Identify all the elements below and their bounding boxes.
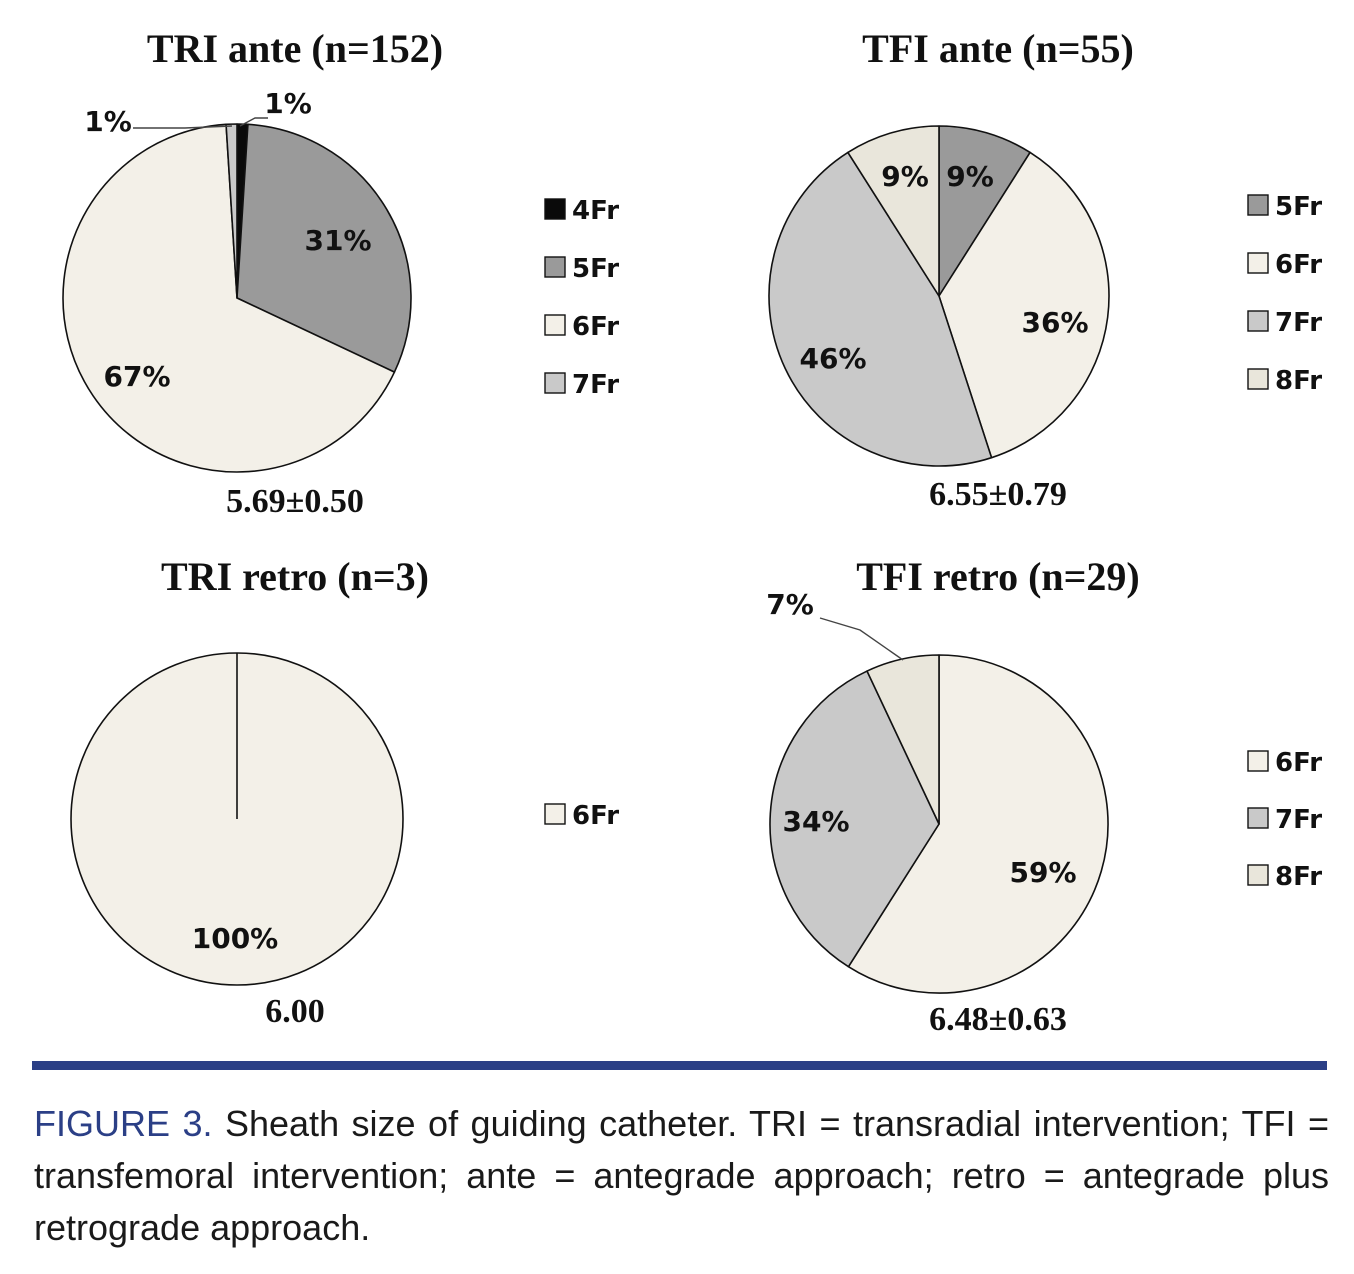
pie-chart-3: TRI retro (n=3) 100% 6.00 6Fr bbox=[70, 554, 619, 1030]
legend-label-7Fr: 7Fr bbox=[572, 370, 619, 400]
pie-slice-5Fr bbox=[938, 125, 1031, 297]
figure-charts: TRI ante (n=152) 1% 31% 67% 1% 5.69±0.50 4Fr 5F… bbox=[62, 26, 1322, 1038]
chart-stat-label: 5.69±0.50 bbox=[226, 483, 364, 520]
legend-label-7Fr: 7Fr bbox=[1275, 805, 1322, 835]
pie-slice-6Fr bbox=[938, 151, 1110, 459]
slice-value-label: 1% bbox=[264, 87, 312, 120]
legend-swatch-6Fr bbox=[544, 803, 566, 825]
pie-chart-1: TRI ante (n=152) 1% 31% 67% 1% 5.69±0.50 4Fr 5F… bbox=[62, 26, 619, 520]
legend-swatch-6Fr bbox=[1247, 252, 1269, 274]
chart-title: TRI retro (n=3) bbox=[161, 554, 429, 599]
legend-label-5Fr: 5Fr bbox=[572, 254, 619, 284]
chart-stat-label: 6.00 bbox=[265, 993, 325, 1030]
caption-text: Sheath size of guiding catheter. TRI = t… bbox=[34, 1103, 1329, 1248]
slice-value-label: 36% bbox=[1021, 306, 1088, 339]
label-leader-line bbox=[133, 125, 233, 129]
chart-title: TFI retro (n=29) bbox=[856, 554, 1140, 599]
pie-slice-5Fr bbox=[236, 123, 412, 373]
pie-slice-8Fr bbox=[847, 125, 940, 297]
legend-swatch-7Fr bbox=[1247, 807, 1269, 829]
chart-stat-label: 6.48±0.63 bbox=[929, 1001, 1067, 1038]
slice-value-label: 34% bbox=[782, 805, 849, 838]
slice-value-label: 7% bbox=[766, 588, 814, 621]
pie-slice-7Fr bbox=[768, 151, 993, 467]
pie-chart-2: TFI ante (n=55) 9% 36% 46% 9% 6.55±0.79 5Fr 6Fr… bbox=[768, 26, 1322, 513]
legend-label-8Fr: 8Fr bbox=[1275, 366, 1322, 396]
slice-value-label: 59% bbox=[1009, 856, 1076, 889]
legend-swatch-8Fr bbox=[1247, 368, 1269, 390]
pie-chart-4: TFI retro (n=29) 59% 34% 7% 6.48±0.63 6Fr 7Fr 8… bbox=[766, 554, 1322, 1038]
label-leader-line bbox=[239, 117, 268, 127]
slice-value-label: 100% bbox=[192, 922, 279, 955]
legend-swatch-5Fr bbox=[544, 256, 566, 278]
legend-swatch-4Fr bbox=[544, 198, 566, 220]
caption-divider bbox=[32, 1061, 1327, 1070]
legend-swatch-6Fr bbox=[544, 314, 566, 336]
legend-label-6Fr: 6Fr bbox=[572, 801, 619, 831]
chart-title: TFI ante (n=55) bbox=[862, 26, 1134, 71]
legend-label-8Fr: 8Fr bbox=[1275, 862, 1322, 892]
figure-caption: FIGURE 3. Sheath size of guiding cathete… bbox=[34, 1098, 1329, 1254]
slice-value-label: 46% bbox=[799, 342, 866, 375]
pie-slice-7Fr bbox=[225, 123, 238, 299]
legend-label-6Fr: 6Fr bbox=[1275, 748, 1322, 778]
legend-swatch-8Fr bbox=[1247, 864, 1269, 886]
legend-label-7Fr: 7Fr bbox=[1275, 308, 1322, 338]
pie-slice-6Fr bbox=[847, 654, 1109, 994]
chart-title: TRI ante (n=152) bbox=[147, 26, 443, 71]
legend-swatch-5Fr bbox=[1247, 194, 1269, 216]
slice-value-label: 9% bbox=[881, 160, 929, 193]
chart-stat-label: 6.55±0.79 bbox=[929, 476, 1067, 513]
legend-swatch-6Fr bbox=[1247, 750, 1269, 772]
legend-label-4Fr: 4Fr bbox=[572, 196, 619, 226]
legend-swatch-7Fr bbox=[1247, 310, 1269, 332]
legend-label-5Fr: 5Fr bbox=[1275, 192, 1322, 222]
pie-slice-7Fr bbox=[769, 670, 940, 968]
pie-slice-6Fr bbox=[62, 123, 396, 473]
slice-value-label: 67% bbox=[103, 360, 170, 393]
legend-label-6Fr: 6Fr bbox=[1275, 250, 1322, 280]
label-leader-line bbox=[819, 617, 904, 661]
slice-value-label: 1% bbox=[84, 105, 132, 138]
legend-label-6Fr: 6Fr bbox=[572, 312, 619, 342]
caption-label: FIGURE 3. bbox=[34, 1103, 213, 1144]
slice-value-label: 31% bbox=[304, 224, 371, 257]
legend-swatch-7Fr bbox=[544, 372, 566, 394]
slice-value-label: 9% bbox=[946, 160, 994, 193]
